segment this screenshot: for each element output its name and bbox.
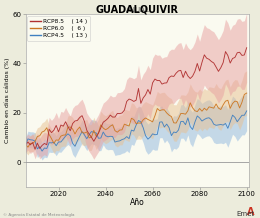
- Text: ANUAL: ANUAL: [125, 7, 149, 13]
- X-axis label: Año: Año: [130, 198, 145, 207]
- Text: A: A: [247, 207, 255, 217]
- Y-axis label: Cambio en días cálidos (%): Cambio en días cálidos (%): [4, 58, 10, 143]
- Text: Emet: Emet: [237, 211, 255, 217]
- Title: GUADALQUIVIR: GUADALQUIVIR: [96, 4, 179, 14]
- Legend: RCP8.5    ( 14 ), RCP6.0    (  6 ), RCP4.5    ( 13 ): RCP8.5 ( 14 ), RCP6.0 ( 6 ), RCP4.5 ( 13…: [27, 16, 90, 41]
- Text: © Agencia Estatal de Meteorología: © Agencia Estatal de Meteorología: [3, 213, 74, 217]
